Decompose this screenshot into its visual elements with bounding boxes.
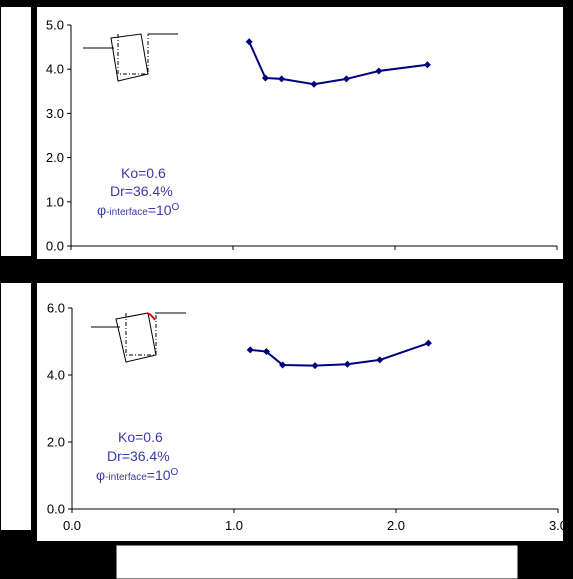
- y-tick-label: 1.0: [46, 194, 64, 209]
- annotation-ko: Ko=0.6: [121, 165, 166, 181]
- annotation-phi-degree: O: [171, 467, 179, 478]
- wall-schematic-icon: [91, 312, 186, 363]
- data-point-marker: [278, 75, 286, 83]
- annotation-phi-value: =10: [147, 467, 171, 483]
- data-point-marker: [245, 38, 253, 46]
- x-ticks: [70, 246, 558, 250]
- x-tick-label: 2.0: [387, 518, 405, 533]
- data-point-marker: [261, 74, 269, 82]
- y-tick-label: 0.0: [47, 502, 65, 517]
- y-tick-label: 4.0: [46, 62, 64, 77]
- data-point-marker: [311, 362, 319, 370]
- bottom-ylabel-box: [1, 283, 31, 530]
- annotation-dr: Dr=36.4%: [107, 448, 170, 464]
- data-point-marker: [246, 346, 254, 354]
- chart-bottom: 0.0 2.0 4.0 6.0 0.0 1.0 2.0 3.0 Ko=0.6 Dr=36.4…: [37, 283, 567, 541]
- data-point-marker: [375, 67, 383, 75]
- data-point-marker: [310, 80, 318, 88]
- x-tick-label: 0.0: [63, 518, 81, 533]
- annotation-phi-value: =10: [148, 202, 172, 218]
- annotation-phi-degree: O: [172, 202, 180, 213]
- annotation-phi-sub: -interface: [106, 207, 148, 218]
- data-point-marker: [423, 61, 431, 69]
- xlabel-box: [115, 544, 519, 579]
- annotation-ko: Ko=0.6: [118, 429, 163, 445]
- rotation-arrow-icon: [146, 312, 156, 321]
- y-tick-label: 2.0: [47, 435, 65, 450]
- data-point-marker: [424, 339, 432, 347]
- y-tick-label: 3.0: [46, 106, 64, 121]
- annotation-phi-sub: -interface: [105, 472, 147, 483]
- series-group: [246, 339, 432, 370]
- y-tick-label: 4.0: [47, 368, 65, 383]
- annotation-dr: Dr=36.4%: [110, 183, 173, 199]
- data-point-marker: [279, 361, 287, 369]
- annotation-phi: φ-interface=10O: [97, 202, 180, 218]
- wall-schematic-icon: [83, 33, 178, 82]
- x-ticks: 0.0 1.0 2.0 3.0: [63, 509, 567, 533]
- x-tick-label: 1.0: [225, 518, 243, 533]
- data-point-marker: [376, 356, 384, 364]
- y-ticks: 0.0 2.0 4.0 6.0: [47, 301, 72, 517]
- y-tick-label: 2.0: [46, 150, 64, 165]
- top-ylabel-box: [1, 7, 31, 256]
- y-tick-label: 5.0: [46, 18, 64, 33]
- annotation-phi-symbol: φ: [97, 202, 106, 218]
- y-ticks: 0.0 1.0 2.0 3.0 4.0 5.0: [46, 18, 71, 254]
- annotation-phi: φ-interface=10O: [96, 467, 179, 483]
- data-point-marker: [262, 348, 270, 356]
- data-point-marker: [342, 75, 350, 83]
- data-point-marker: [343, 360, 351, 368]
- y-tick-label: 0.0: [46, 239, 64, 254]
- chart-top: 0.0 1.0 2.0 3.0 4.0 5.0 Ko=0.6 Dr=36.4% φ-int…: [37, 7, 563, 259]
- annotation-phi-symbol: φ: [96, 467, 105, 483]
- series-group: [245, 38, 431, 88]
- y-tick-label: 6.0: [47, 301, 65, 316]
- plot-background: [37, 7, 563, 259]
- plot-background: [37, 283, 563, 541]
- x-tick-label: 3.0: [549, 518, 567, 533]
